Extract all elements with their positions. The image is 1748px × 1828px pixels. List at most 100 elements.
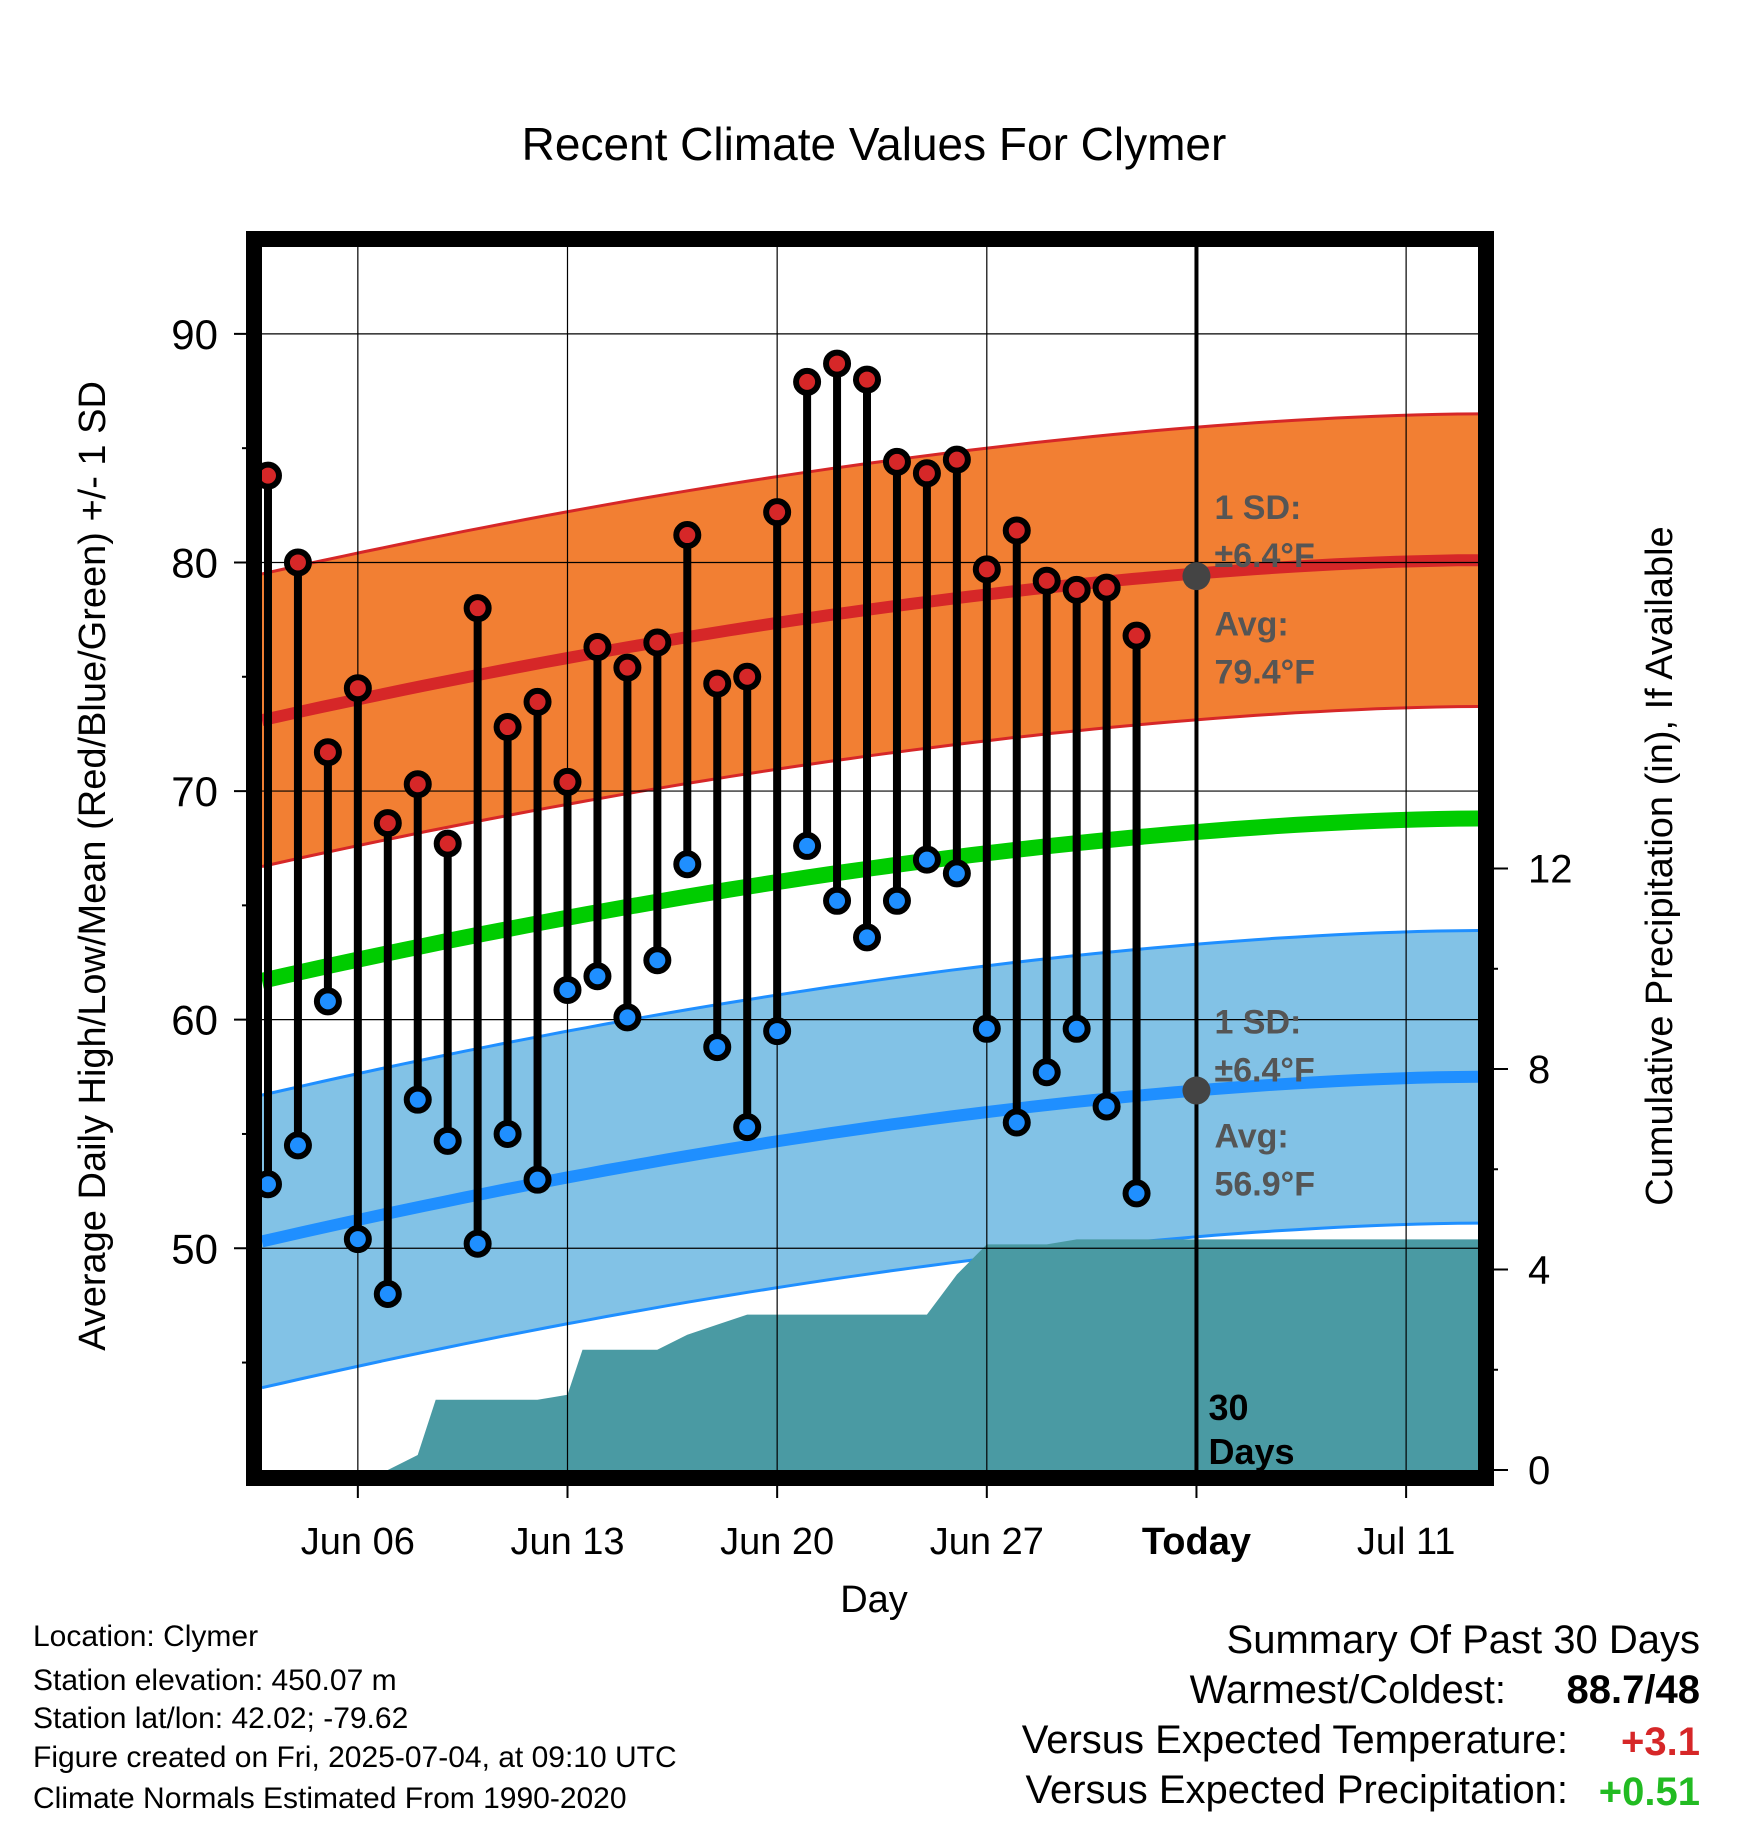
y-tick-label: 90: [171, 311, 218, 358]
high-point: [583, 633, 612, 662]
high-point: [853, 365, 882, 394]
low-point: [823, 886, 852, 915]
low-point: [553, 975, 582, 1004]
high-point: [283, 548, 312, 577]
y2-axis-label: Cumulative Precipitation (in), If Availa…: [1639, 526, 1681, 1205]
y-axis-label: Average Daily High/Low/Mean (Red/Blue/Gr…: [72, 381, 114, 1351]
high-point: [673, 521, 702, 550]
low-point: [793, 831, 822, 860]
high-point: [433, 829, 462, 858]
high-point: [882, 447, 911, 476]
y2-tick-label: 12: [1528, 848, 1573, 892]
low-point: [703, 1033, 732, 1062]
high-point: [262, 461, 282, 490]
low-point: [313, 987, 342, 1016]
summary-warm-value: 88.7/48: [1566, 1668, 1700, 1712]
low-point: [343, 1225, 372, 1254]
low-sd-band: [262, 930, 1478, 1388]
today-low-avg-marker: [1182, 1076, 1211, 1105]
low-point: [1032, 1058, 1061, 1087]
high-point: [823, 349, 852, 378]
high-point: [463, 594, 492, 623]
footer-latlon: Station lat/lon: 42.02; -79.62: [33, 1702, 409, 1735]
low-avg-value: 56.9°F: [1214, 1166, 1315, 1204]
summary-precip-value: +0.51: [1598, 1770, 1700, 1814]
precip-area: [267, 1239, 1478, 1470]
today-high-avg-marker: [1182, 562, 1211, 591]
low-point: [1062, 1014, 1091, 1043]
x-tick-label: Today: [1142, 1521, 1251, 1563]
x-tick-label: Jun 27: [930, 1521, 1044, 1563]
low-point: [463, 1229, 492, 1258]
low-point: [733, 1113, 762, 1142]
high-avg-value: 79.4°F: [1214, 654, 1315, 692]
days-count-label: 30: [1208, 1387, 1248, 1428]
summary-precip-label: Versus Expected Precipitation:: [1025, 1768, 1568, 1812]
low-point: [1002, 1108, 1031, 1137]
x-tick-label: Jun 06: [301, 1521, 415, 1563]
high-point: [793, 367, 822, 396]
x-tick-label: Jun 20: [720, 1521, 834, 1563]
low-point: [283, 1131, 312, 1160]
days-unit-label: Days: [1208, 1431, 1294, 1472]
low-point: [1122, 1179, 1151, 1208]
y-tick-label: 70: [171, 768, 218, 815]
high-point: [733, 662, 762, 691]
y-tick-label: 50: [171, 1225, 218, 1272]
summary-temp-label: Versus Expected Temperature:: [1021, 1718, 1568, 1762]
high-point: [1002, 516, 1031, 545]
high-point: [373, 809, 402, 838]
low-point: [403, 1085, 432, 1114]
climate-chart: Recent Climate Values For Clymer 1 SD: ±6…: [72, 118, 1681, 1620]
summary-warm-label: Warmest/Coldest:: [1189, 1668, 1506, 1712]
x-tick-label: Jun 13: [510, 1521, 624, 1563]
low-point: [673, 850, 702, 879]
low-point: [583, 962, 612, 991]
high-point: [1092, 573, 1121, 602]
high-sd-label: 1 SD:: [1214, 489, 1301, 527]
plot-frame: [246, 231, 1494, 1486]
high-point: [613, 653, 642, 682]
low-point: [1092, 1092, 1121, 1121]
high-point: [942, 445, 971, 474]
plot-inner: 1 SD: ±6.4°F Avg: 79.4°F 1 SD: ±6.4°F Avg: 56.9…: [262, 247, 1478, 1472]
y2-tick-label: 8: [1528, 1048, 1550, 1092]
high-point: [313, 738, 342, 767]
high-sd-value: ±6.4°F: [1214, 537, 1314, 575]
low-point: [433, 1126, 462, 1155]
low-band-lower-edge: [262, 1221, 1478, 1390]
low-point: [763, 1017, 792, 1046]
x-axis-label: Day: [840, 1579, 908, 1620]
x-tick-label: Jul 11: [1357, 1521, 1456, 1563]
footer-location: Location: Clymer: [33, 1620, 259, 1653]
low-point: [853, 923, 882, 952]
low-point: [613, 1003, 642, 1032]
high-point: [343, 674, 372, 703]
footer-created: Figure created on Fri, 2025-07-04, at 09…: [33, 1741, 677, 1774]
high-point: [1062, 575, 1091, 604]
high-avg-label: Avg:: [1214, 606, 1288, 644]
high-point: [643, 628, 672, 657]
low-point: [912, 845, 941, 874]
low-point: [942, 859, 971, 888]
high-point: [403, 770, 432, 799]
footer-elevation: Station elevation: 450.07 m: [33, 1664, 397, 1697]
low-point: [882, 886, 911, 915]
summary-temp-value: +3.1: [1621, 1720, 1700, 1764]
low-point: [493, 1119, 522, 1148]
low-band-upper-edge: [262, 929, 1478, 1097]
summary-title: Summary Of Past 30 Days: [1226, 1618, 1700, 1662]
low-point: [262, 1170, 282, 1199]
low-point: [373, 1279, 402, 1308]
high-point: [553, 767, 582, 796]
chart-title: Recent Climate Values For Clymer: [522, 118, 1227, 170]
normal-low-line: [262, 1070, 1478, 1248]
y2-tick-label: 0: [1528, 1449, 1550, 1493]
low-avg-label: Avg:: [1214, 1118, 1288, 1156]
plot-area: 1 SD: ±6.4°F Avg: 79.4°F 1 SD: ±6.4°F Avg: 56.9…: [171, 231, 1573, 1563]
high-point: [493, 713, 522, 742]
high-point: [972, 555, 1001, 584]
high-point: [1032, 566, 1061, 595]
y-tick-label: 80: [171, 539, 218, 586]
low-sd-value: ±6.4°F: [1214, 1051, 1314, 1089]
